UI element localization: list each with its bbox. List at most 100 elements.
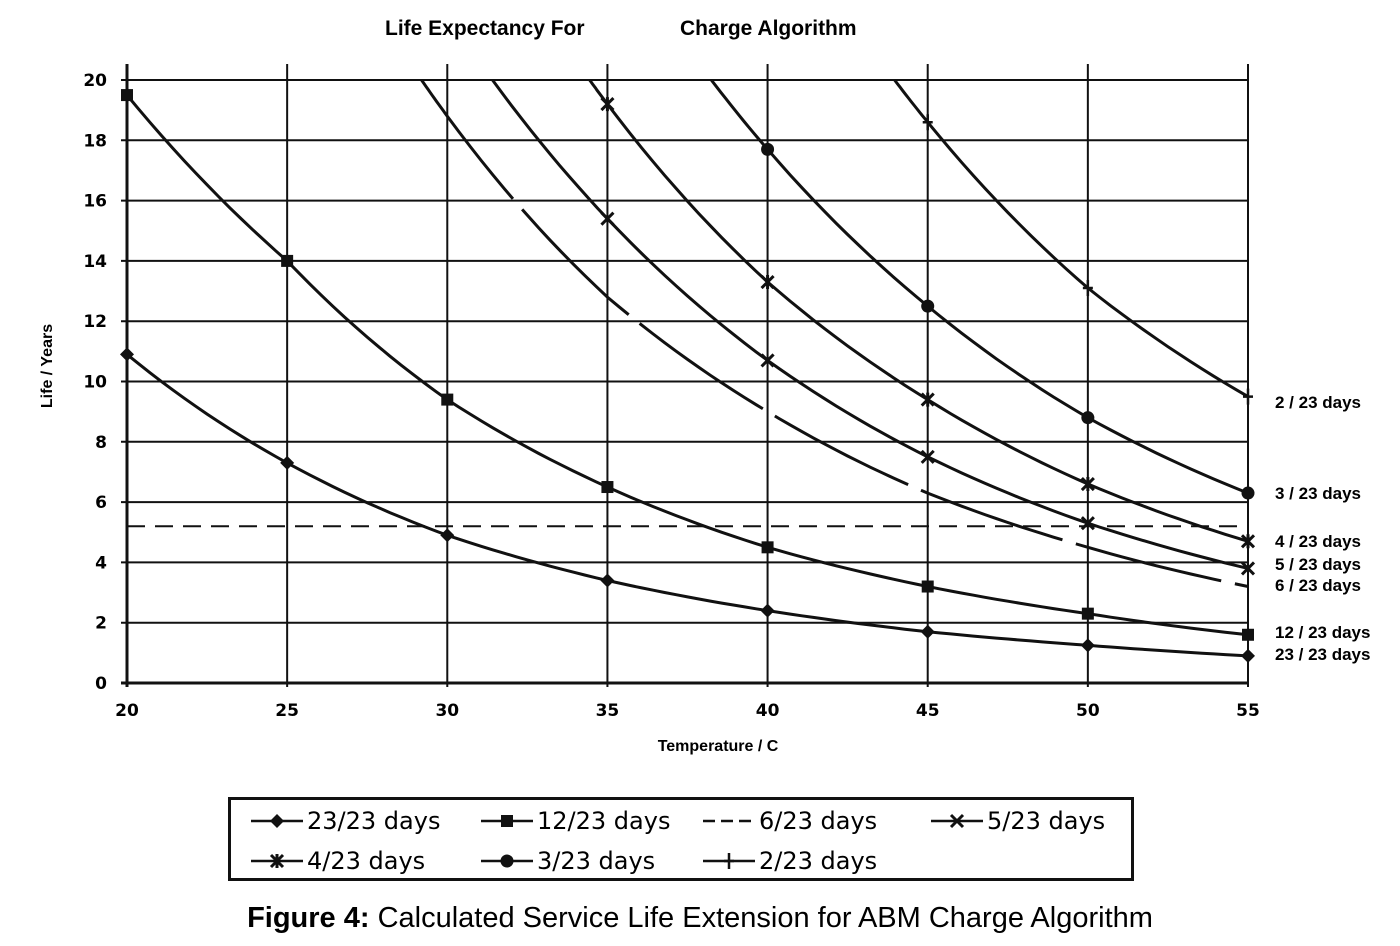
x-tick-label: 25 bbox=[275, 701, 299, 721]
series-end-label: 23 / 23 days bbox=[1275, 645, 1370, 664]
data-point-square bbox=[601, 481, 614, 494]
legend-item: 6/23 days bbox=[703, 807, 877, 835]
series-23-23-days bbox=[120, 347, 1255, 663]
data-point-diamond bbox=[270, 814, 284, 828]
data-point-circle bbox=[1081, 411, 1095, 425]
data-point-x bbox=[949, 813, 965, 829]
legend: 23/23 days 12/23 days 6/23 days 5/23 days 4/… bbox=[228, 797, 1134, 881]
series-end-label: 6 / 23 days bbox=[1275, 576, 1361, 595]
series-line bbox=[125, 94, 1249, 637]
data-point-circle bbox=[921, 299, 935, 313]
legend-item: 12/23 days bbox=[481, 807, 670, 835]
data-point-diamond bbox=[280, 455, 295, 470]
x-tick-label: 45 bbox=[916, 701, 940, 721]
series-end-label: 5 / 23 days bbox=[1275, 555, 1361, 574]
y-axis-label: Life / Years bbox=[39, 324, 56, 408]
x-tick-label: 55 bbox=[1236, 701, 1260, 721]
y-tick-label: 18 bbox=[83, 131, 107, 151]
data-point-square bbox=[1081, 607, 1094, 620]
legend-item: 23/23 days bbox=[251, 807, 440, 835]
series-line bbox=[588, 79, 1249, 543]
series-3-23-days bbox=[710, 79, 1255, 500]
series-5-23-days bbox=[491, 79, 1256, 576]
data-point-plus bbox=[724, 853, 734, 869]
series-6-23-days bbox=[420, 79, 1249, 588]
data-point-square bbox=[761, 541, 774, 554]
series-12-23-days bbox=[121, 89, 1254, 641]
series-end-label: 2 / 23 days bbox=[1275, 393, 1361, 412]
grid bbox=[121, 64, 1249, 687]
data-point-square bbox=[501, 815, 513, 827]
series-2-23-days bbox=[893, 79, 1253, 405]
y-tick-label: 0 bbox=[95, 674, 107, 694]
data-point-diamond bbox=[1080, 638, 1095, 653]
data-point-x bbox=[760, 353, 775, 368]
data-point-x bbox=[1240, 561, 1256, 576]
x-axis-label: Temperature / C bbox=[658, 738, 779, 755]
legend-label: 12/23 days bbox=[537, 807, 670, 835]
data-point-plus bbox=[922, 114, 933, 131]
chart: 20 25 30 35 40 45 50 55 0 2 4 6 8 10 12 14 16 18 20 23 / 2… bbox=[39, 17, 1370, 755]
legend-item: 3/23 days bbox=[481, 847, 655, 875]
x-tick-label: 50 bbox=[1076, 701, 1100, 721]
data-point-plus bbox=[1082, 280, 1093, 297]
legend-label: 3/23 days bbox=[537, 847, 655, 875]
data-point-x bbox=[600, 211, 615, 226]
y-tick-label: 14 bbox=[83, 252, 107, 272]
data-point-x bbox=[920, 449, 935, 464]
data-point-square bbox=[441, 393, 454, 406]
legend-svg: 23/23 days 12/23 days 6/23 days 5/23 days 4/… bbox=[251, 807, 1105, 875]
legend-item: 2/23 days bbox=[703, 847, 877, 875]
x-tick-label: 40 bbox=[756, 701, 780, 721]
tick-labels: 20 25 30 35 40 45 50 55 0 2 4 6 8 10 12 14 16 18 20 bbox=[83, 71, 1260, 721]
legend-item: 5/23 days bbox=[931, 807, 1105, 835]
legend-label: 4/23 days bbox=[307, 847, 425, 875]
data-point-circle bbox=[761, 142, 775, 156]
series-4-23-days bbox=[588, 79, 1256, 549]
series-end-label: 3 / 23 days bbox=[1275, 484, 1361, 503]
y-tick-label: 10 bbox=[83, 373, 107, 393]
caption-text: Calculated Service Life Extension for AB… bbox=[369, 902, 1153, 934]
y-tick-label: 6 bbox=[95, 493, 107, 513]
data-point-star bbox=[760, 274, 775, 290]
legend-label: 6/23 days bbox=[759, 807, 877, 835]
series-line bbox=[420, 79, 1249, 588]
data-point-diamond bbox=[440, 528, 455, 543]
y-tick-label: 4 bbox=[95, 553, 107, 573]
y-tick-label: 16 bbox=[83, 192, 107, 212]
chart-title-left: Life Expectancy For bbox=[385, 17, 585, 40]
legend-label: 23/23 days bbox=[307, 807, 440, 835]
figure-caption: Figure 4: Calculated Service Life Extens… bbox=[0, 902, 1400, 935]
series-group bbox=[120, 79, 1256, 663]
data-point-circle bbox=[500, 854, 514, 868]
data-point-diamond bbox=[120, 347, 134, 362]
data-point-square bbox=[1242, 628, 1254, 641]
series-end-label: 12 / 23 days bbox=[1275, 623, 1370, 642]
data-point-star bbox=[600, 97, 615, 112]
data-point-plus bbox=[1243, 388, 1253, 405]
legend-label: 5/23 days bbox=[987, 807, 1105, 835]
legend-item: 4/23 days bbox=[251, 847, 425, 875]
series-line bbox=[710, 79, 1249, 495]
data-point-square bbox=[121, 89, 133, 102]
series-end-label: 4 / 23 days bbox=[1275, 532, 1361, 551]
data-point-diamond bbox=[760, 603, 775, 618]
data-point-star bbox=[1080, 476, 1095, 492]
data-point-square bbox=[921, 580, 934, 593]
caption-label: Figure 4: bbox=[247, 902, 370, 934]
data-point-diamond bbox=[600, 573, 615, 588]
data-point-star bbox=[1240, 534, 1256, 549]
data-point-square bbox=[281, 254, 294, 267]
series-line bbox=[491, 79, 1249, 570]
y-tick-label: 2 bbox=[95, 614, 107, 634]
data-point-star bbox=[920, 392, 935, 407]
data-point-x bbox=[1080, 516, 1095, 531]
y-tick-label: 20 bbox=[83, 71, 107, 91]
x-tick-label: 30 bbox=[435, 701, 459, 721]
data-point-diamond bbox=[1241, 648, 1255, 663]
y-tick-label: 8 bbox=[95, 433, 107, 453]
legend-label: 2/23 days bbox=[759, 847, 877, 875]
x-tick-label: 35 bbox=[596, 701, 620, 721]
x-tick-label: 20 bbox=[115, 701, 139, 721]
chart-title-right: Charge Algorithm bbox=[680, 17, 857, 40]
